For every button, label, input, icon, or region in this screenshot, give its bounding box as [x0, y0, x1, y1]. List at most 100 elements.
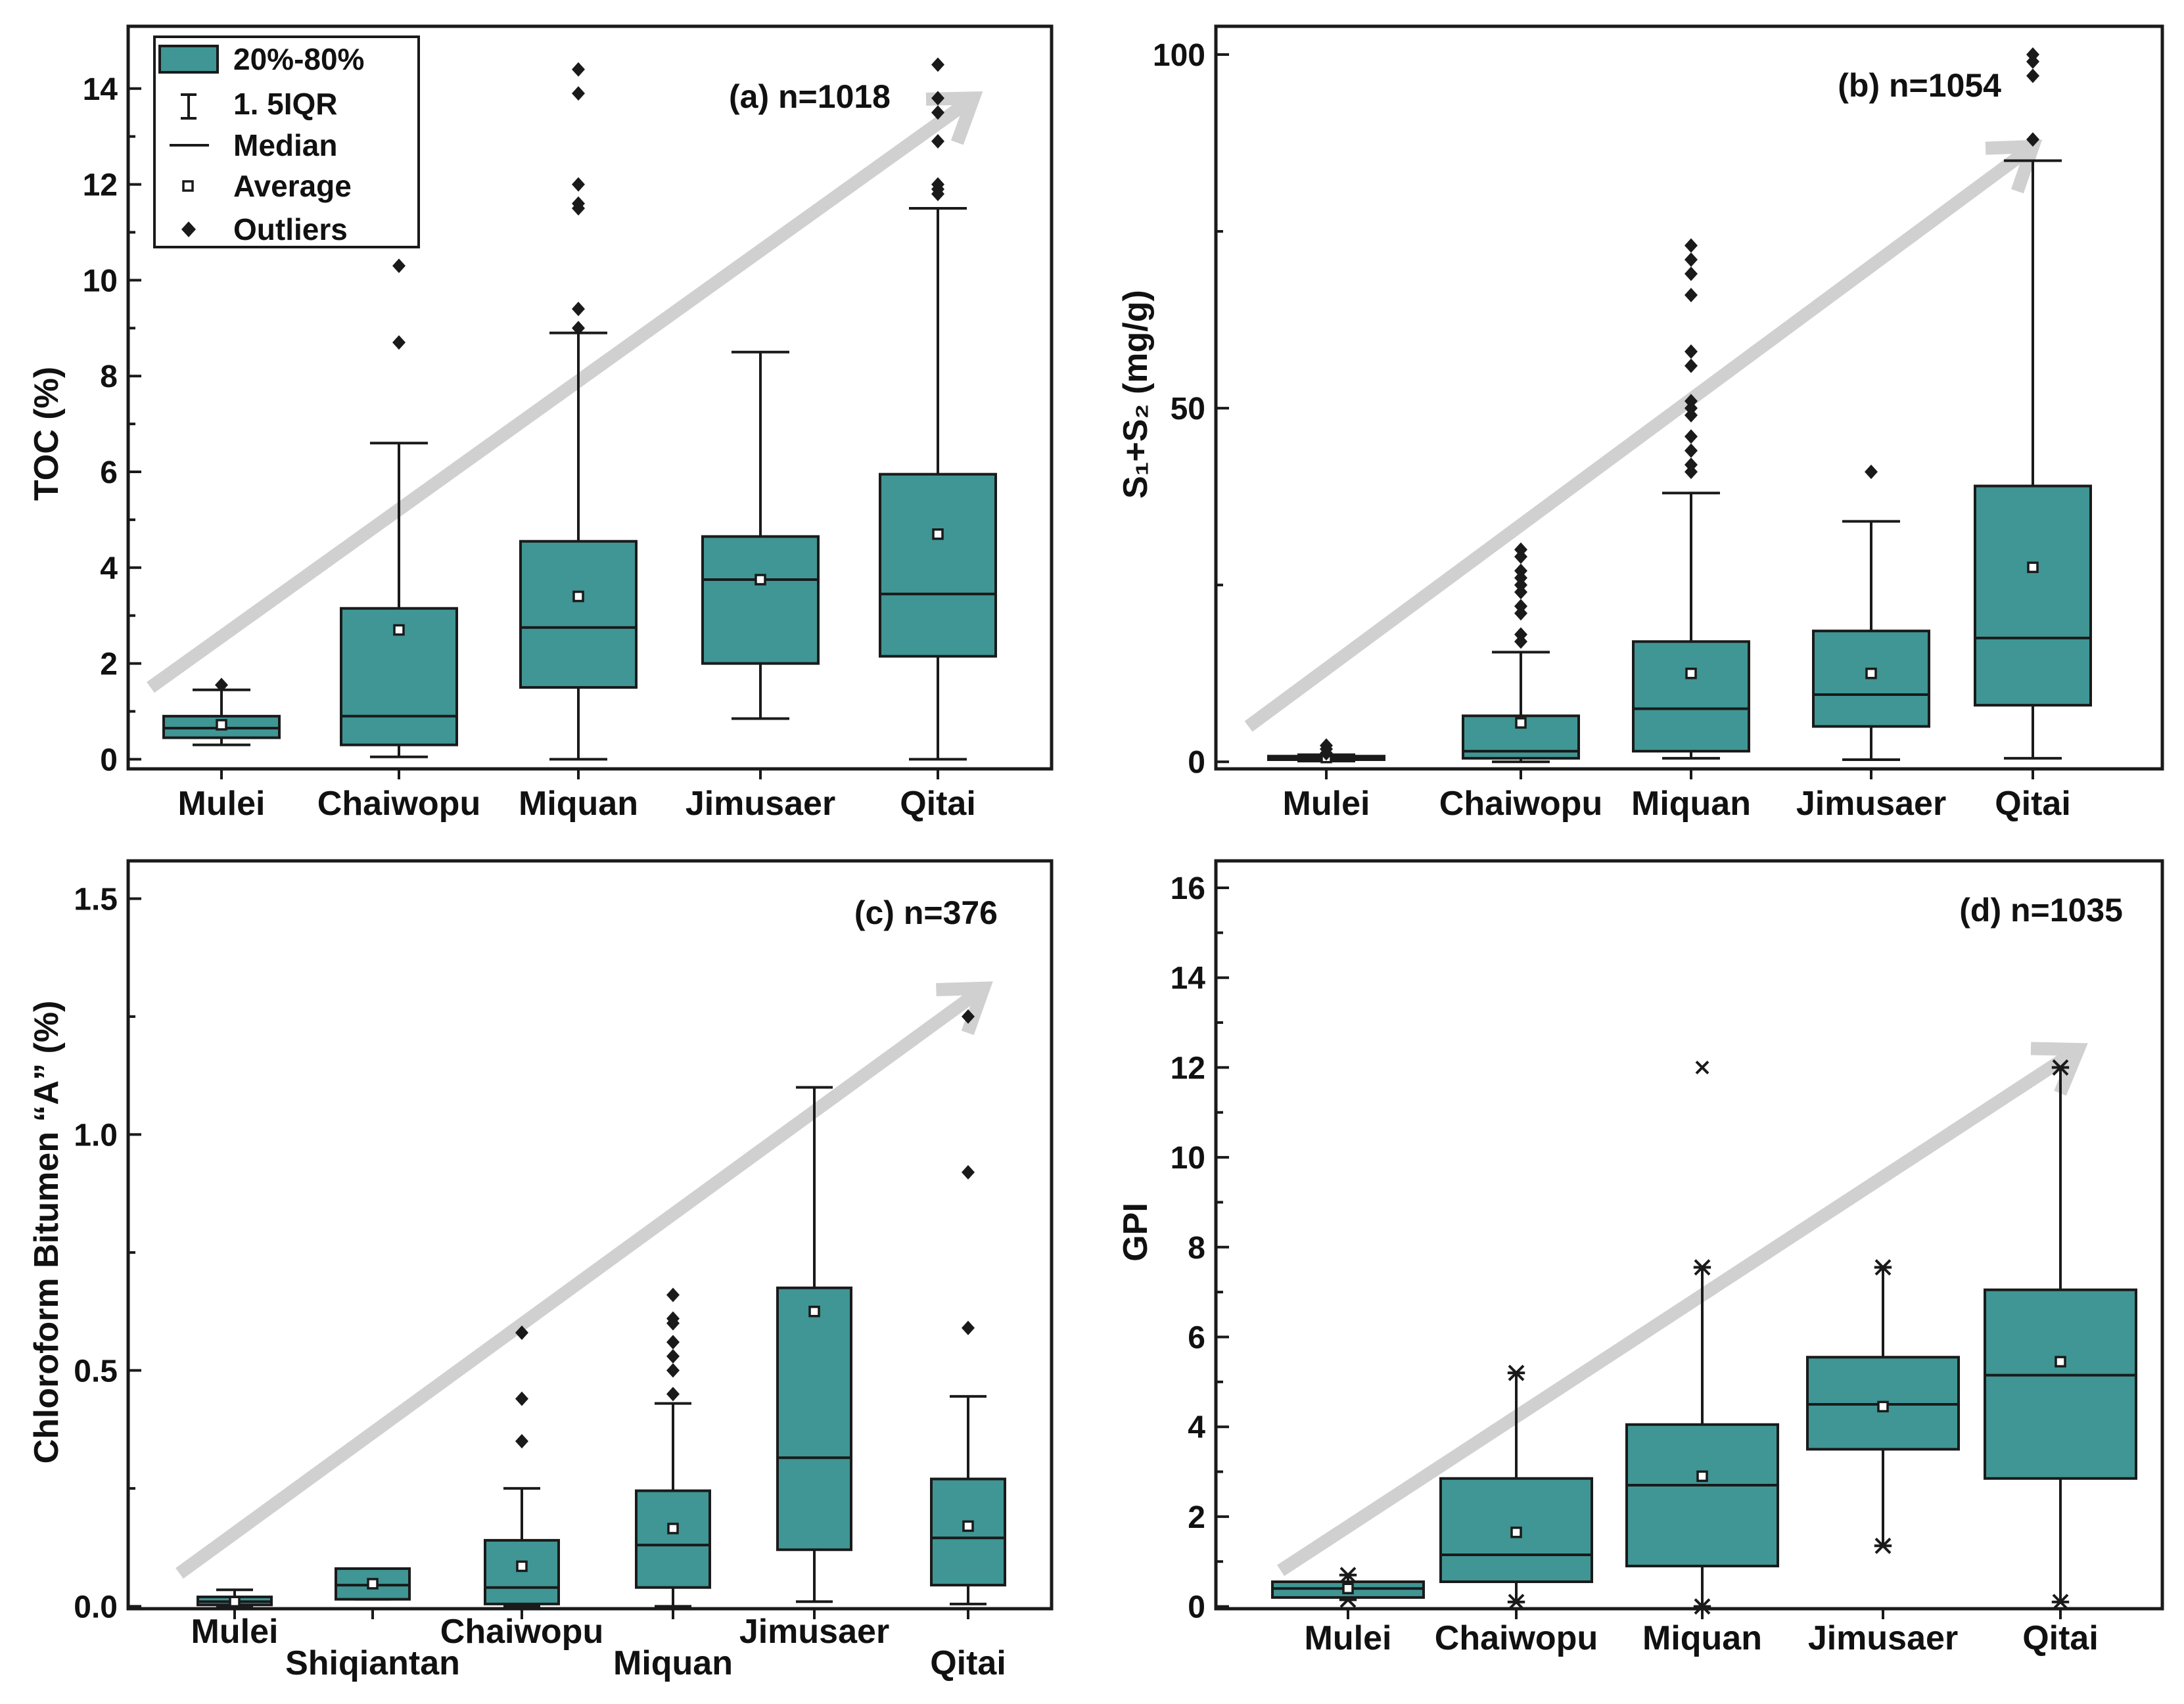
- mean-marker: [808, 1305, 820, 1318]
- x-tick-label: Miquan: [1642, 1619, 1762, 1657]
- box-a-2: [519, 62, 638, 761]
- outlier-marker: [1320, 738, 1333, 753]
- box-range: [930, 1477, 1006, 1587]
- panel-a-ylabel: TOC (%): [28, 367, 66, 501]
- legend-item-whisker: 1. 5IQR: [181, 87, 338, 121]
- y-tick-label: 50: [1171, 392, 1205, 426]
- legend-label-range: 20%-80%: [233, 42, 364, 76]
- panel-b-title: (b) n=1054: [1838, 67, 2001, 104]
- outlier-marker: [931, 105, 944, 120]
- box-range: [1974, 484, 2092, 707]
- box-range: [879, 472, 997, 658]
- x-tick-label: Chaiwopu: [1439, 785, 1602, 823]
- panel-d: 0 2 4 6 8 10 12 14 16 Mulei Chaiwopu Miquan Jimusaer…: [1117, 859, 2164, 1657]
- mean-marker: [1685, 667, 1697, 679]
- box-c-3: [635, 1287, 711, 1608]
- y-tick-label: 0: [1188, 745, 1205, 780]
- box-range: [519, 540, 638, 689]
- box-c-1: [335, 1567, 411, 1601]
- y-tick-label: 12: [83, 168, 118, 203]
- box-swatch-icon: [158, 45, 219, 74]
- legend-label-whisker: 1. 5IQR: [233, 87, 338, 121]
- box-d-0: [1271, 1567, 1425, 1608]
- box-c-4: [776, 1086, 852, 1603]
- y-tick-label: 14: [1171, 961, 1206, 996]
- box-b-4: [1974, 47, 2092, 760]
- outlier-marker: [666, 1335, 680, 1350]
- x-tick-label: Mulei: [1283, 785, 1370, 823]
- box-a-1: [340, 258, 458, 758]
- outlier-marker: [1684, 443, 1698, 458]
- legend-item-outliers: Outliers: [181, 212, 348, 246]
- outlier-marker: [1684, 394, 1698, 409]
- outlier-marker: [2026, 68, 2039, 83]
- y-tick-label: 1.5: [74, 882, 118, 917]
- y-tick-label: 6: [100, 455, 118, 490]
- mean-marker: [1342, 1582, 1354, 1594]
- legend-item-median: Median: [170, 128, 337, 162]
- box-d-1: [1439, 1364, 1593, 1611]
- box-c-2: [484, 1325, 560, 1608]
- mean-marker: [572, 590, 584, 603]
- mean-marker: [1877, 1400, 1889, 1413]
- y-tick-label: 6: [1188, 1320, 1205, 1355]
- outlier-marker: [666, 1311, 680, 1326]
- x-tick-label: Mulei: [191, 1613, 279, 1651]
- x-tick-label: Miquan: [519, 785, 638, 823]
- x-tick-label: Shiqiantan: [285, 1644, 460, 1682]
- outlier-marker: [1684, 358, 1698, 373]
- outlier-marker: [931, 177, 944, 192]
- x-tick-label: Chaiwopu: [317, 785, 480, 823]
- mean-marker: [667, 1523, 679, 1534]
- whisker-cap-upper: [1693, 1259, 1711, 1276]
- box-b-2: [1632, 238, 1750, 760]
- box-range: [484, 1538, 560, 1605]
- outlier-marker: [962, 1009, 975, 1024]
- outlier-marker: [1684, 429, 1698, 444]
- box-range: [776, 1286, 852, 1552]
- mean-marker: [1696, 1470, 1708, 1483]
- panel-d-title: (d) n=1035: [1959, 892, 2123, 929]
- y-tick-label: 0: [1188, 1590, 1205, 1625]
- outlier-marker: [572, 302, 585, 317]
- outlier-marker: [572, 196, 585, 211]
- outlier-marker: [666, 1387, 680, 1402]
- box-c-5: [930, 1009, 1006, 1605]
- whisker-cap-upper: [2051, 1059, 2070, 1076]
- outlier-marker: [1684, 457, 1698, 472]
- outlier-marker: [666, 1363, 680, 1378]
- whisker-cap-lower: [2051, 1594, 2070, 1611]
- outlier-marker: [1865, 465, 1878, 479]
- x-tick-label: Miquan: [1631, 785, 1751, 823]
- x-tick-label: Jimusaer: [739, 1613, 889, 1651]
- outlier-marker: [666, 1348, 680, 1364]
- panel-b-ylabel: S₁+S₂ (mg/g): [1117, 290, 1155, 499]
- whisker-cap-lower: [1693, 1598, 1711, 1615]
- y-tick-label: 0: [100, 743, 118, 777]
- legend-label-median: Median: [233, 128, 337, 162]
- legend-item-range: 20%-80%: [158, 42, 364, 76]
- y-tick-label: 0.5: [74, 1354, 118, 1389]
- outlier-marker: [1514, 599, 1527, 614]
- box-b-3: [1812, 465, 1930, 762]
- plot-frame: [1214, 859, 2164, 1611]
- y-tick-label: 2: [1188, 1500, 1205, 1535]
- outlier-marker: [515, 1434, 528, 1449]
- mean-marker: [516, 1560, 528, 1573]
- mean-marker: [229, 1596, 241, 1607]
- legend-item-average: Average: [182, 169, 352, 203]
- whisker-cap-lower: [1874, 1537, 1892, 1554]
- legend-label-outliers: Outliers: [233, 212, 348, 246]
- outlier-marker: [962, 1164, 975, 1180]
- panel-c-ylabel: Chloroform Bitumen “A” (%): [28, 1001, 66, 1464]
- box-d-2: [1625, 1060, 1779, 1615]
- mean-marker: [216, 719, 227, 731]
- outlier-marker: [392, 258, 406, 273]
- x-tick-label: Mulei: [178, 785, 266, 823]
- y-tick-label: 10: [83, 264, 118, 298]
- x-tick-label: Jimusaer: [685, 785, 835, 823]
- y-tick-label: 4: [100, 551, 118, 586]
- mean-marker: [962, 1520, 974, 1532]
